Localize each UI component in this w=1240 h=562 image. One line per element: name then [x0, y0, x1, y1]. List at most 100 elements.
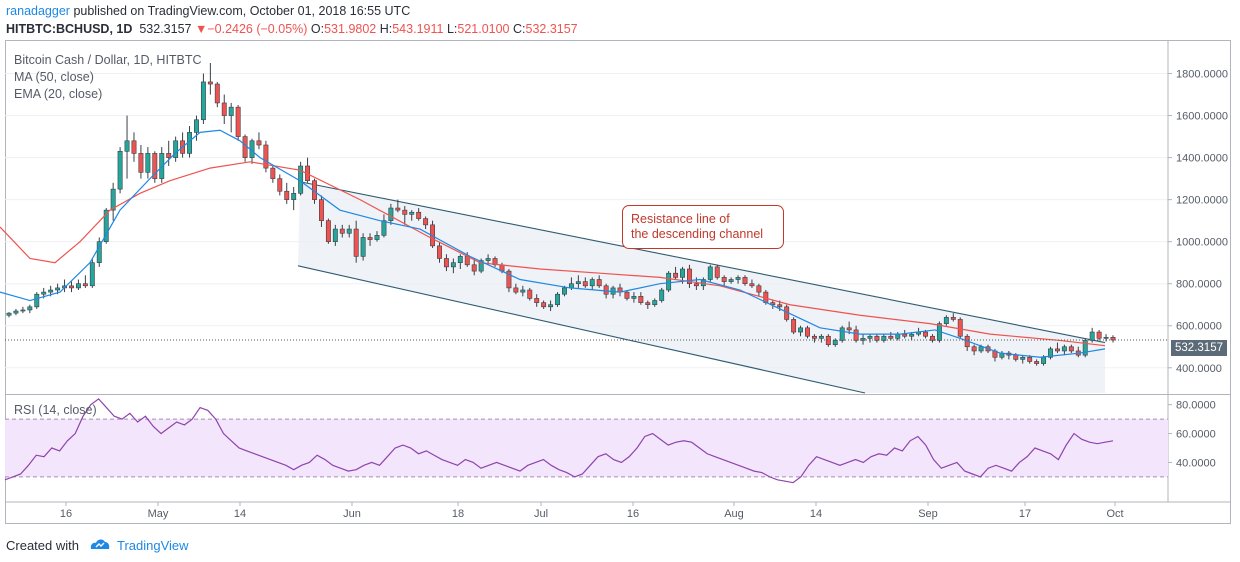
candle	[145, 147, 151, 179]
annotation-line-2: the descending channel	[631, 227, 764, 241]
last-price-text: 532.3157	[139, 22, 192, 36]
candle-body	[221, 102, 227, 116]
author-link[interactable]: ranadagger	[6, 4, 70, 18]
candle-body	[284, 190, 290, 200]
candle	[1089, 327, 1095, 343]
candle-body	[360, 237, 366, 257]
close-value: 532.3157	[525, 22, 578, 36]
candle	[596, 275, 602, 288]
candle-body	[874, 335, 880, 341]
candle	[82, 275, 88, 288]
open-label: O:	[310, 22, 325, 36]
candle-body	[20, 309, 26, 312]
ma-legend: MA (50, close)	[14, 70, 94, 84]
candle	[319, 195, 324, 227]
candle	[520, 285, 526, 297]
candle	[27, 304, 33, 314]
candle-body	[131, 140, 137, 154]
candle-body	[513, 287, 519, 293]
candle-body	[166, 153, 172, 158]
annotation-line-1: Resistance line of	[631, 212, 730, 226]
candle	[305, 157, 311, 183]
candle	[416, 208, 422, 221]
price-tick-label: 1800.0000	[1176, 69, 1228, 81]
candle	[423, 216, 429, 230]
open-value: 531.9802	[324, 22, 377, 36]
candle	[1068, 344, 1074, 354]
candle-body	[200, 81, 206, 121]
candle	[575, 275, 581, 288]
candle-body	[568, 283, 574, 289]
candle-body	[277, 178, 283, 192]
candle-body	[805, 327, 810, 337]
candle-body	[214, 83, 220, 104]
candle-body	[1027, 356, 1033, 362]
candle-body	[742, 277, 748, 285]
candle	[971, 344, 977, 356]
candle-body	[13, 310, 19, 314]
tradingview-logo-icon	[89, 537, 111, 554]
candle-body	[950, 317, 956, 320]
channel-support-line	[297, 265, 866, 394]
candle-body	[291, 193, 297, 200]
created-with-text: Created with	[6, 538, 79, 553]
candle-body	[555, 293, 560, 306]
candle	[346, 224, 352, 238]
candle	[207, 63, 213, 95]
candle-body	[888, 335, 894, 339]
candle	[173, 136, 179, 162]
candle	[527, 287, 533, 301]
candle-body	[443, 258, 449, 268]
last-price-badge: 532.3157	[1171, 340, 1227, 356]
candle-body	[69, 285, 74, 289]
candle	[638, 292, 644, 305]
candle	[832, 338, 838, 347]
candle	[791, 317, 797, 335]
candle-body	[319, 199, 324, 221]
candle	[1048, 346, 1053, 360]
candle	[673, 266, 679, 280]
rsi-line	[4, 398, 1114, 484]
candle-body	[381, 220, 387, 236]
rsi-tick-label: 60.0000	[1176, 429, 1216, 441]
candle	[506, 268, 512, 293]
candle	[555, 292, 560, 307]
candle-body	[416, 211, 422, 219]
candle-body	[527, 289, 533, 299]
candle	[582, 277, 588, 288]
candle-body	[673, 272, 679, 278]
candle	[353, 220, 359, 263]
candle	[437, 241, 442, 263]
candle-body	[638, 296, 644, 303]
candle	[430, 220, 435, 248]
candle-body	[48, 289, 54, 293]
candle	[957, 317, 963, 339]
candle	[117, 147, 123, 194]
time-tick-label: Sep	[918, 508, 938, 520]
candle-body	[971, 346, 977, 352]
candle-body	[27, 306, 33, 311]
candle-body	[881, 335, 887, 341]
annotation-callout: Resistance line of the descending channe…	[622, 205, 784, 249]
candle	[867, 334, 873, 343]
time-tick-label: Jul	[534, 508, 548, 520]
candle-body	[589, 279, 595, 287]
candle	[339, 224, 345, 238]
candle-body	[75, 283, 81, 289]
candle-body	[478, 260, 484, 272]
candle-body	[339, 228, 345, 234]
candle	[770, 300, 776, 309]
candle	[450, 258, 456, 274]
candle-body	[395, 207, 401, 211]
price-tick-label: 800.0000	[1176, 279, 1222, 291]
tradingview-link[interactable]: TradingView	[116, 538, 189, 553]
candle	[943, 315, 949, 326]
candle-body	[714, 266, 720, 278]
candle	[221, 94, 227, 124]
time-tick-label: 16	[627, 508, 639, 520]
candle-body	[437, 245, 442, 259]
candle-body	[902, 333, 908, 337]
candle-body	[325, 220, 331, 242]
candle	[721, 275, 727, 286]
